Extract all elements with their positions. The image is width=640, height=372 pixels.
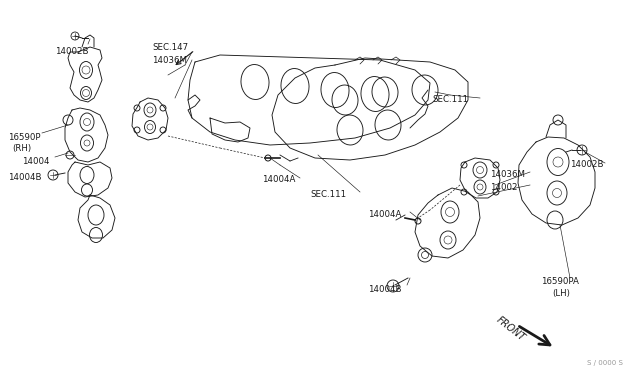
Text: 14004B: 14004B xyxy=(8,173,42,182)
Text: SEC.147: SEC.147 xyxy=(152,43,188,52)
Text: 14036M: 14036M xyxy=(152,56,187,65)
Text: 14002B: 14002B xyxy=(570,160,604,169)
Text: FRONT: FRONT xyxy=(495,315,527,343)
Text: 14004A: 14004A xyxy=(368,210,401,219)
Text: 14002: 14002 xyxy=(490,183,518,192)
Text: 14004B: 14004B xyxy=(368,285,401,294)
Text: 16590P: 16590P xyxy=(8,133,40,142)
Text: 14004A: 14004A xyxy=(262,175,296,184)
Text: SEC.111: SEC.111 xyxy=(432,95,468,104)
Text: 14036M: 14036M xyxy=(490,170,525,179)
Text: SEC.111: SEC.111 xyxy=(310,190,346,199)
Text: 16590PA: 16590PA xyxy=(541,277,579,286)
Text: 14002B: 14002B xyxy=(55,47,88,56)
Text: (LH): (LH) xyxy=(552,289,570,298)
Text: S / 0000 S: S / 0000 S xyxy=(587,360,623,366)
Text: 14004: 14004 xyxy=(22,157,49,166)
Text: (RH): (RH) xyxy=(12,144,31,153)
